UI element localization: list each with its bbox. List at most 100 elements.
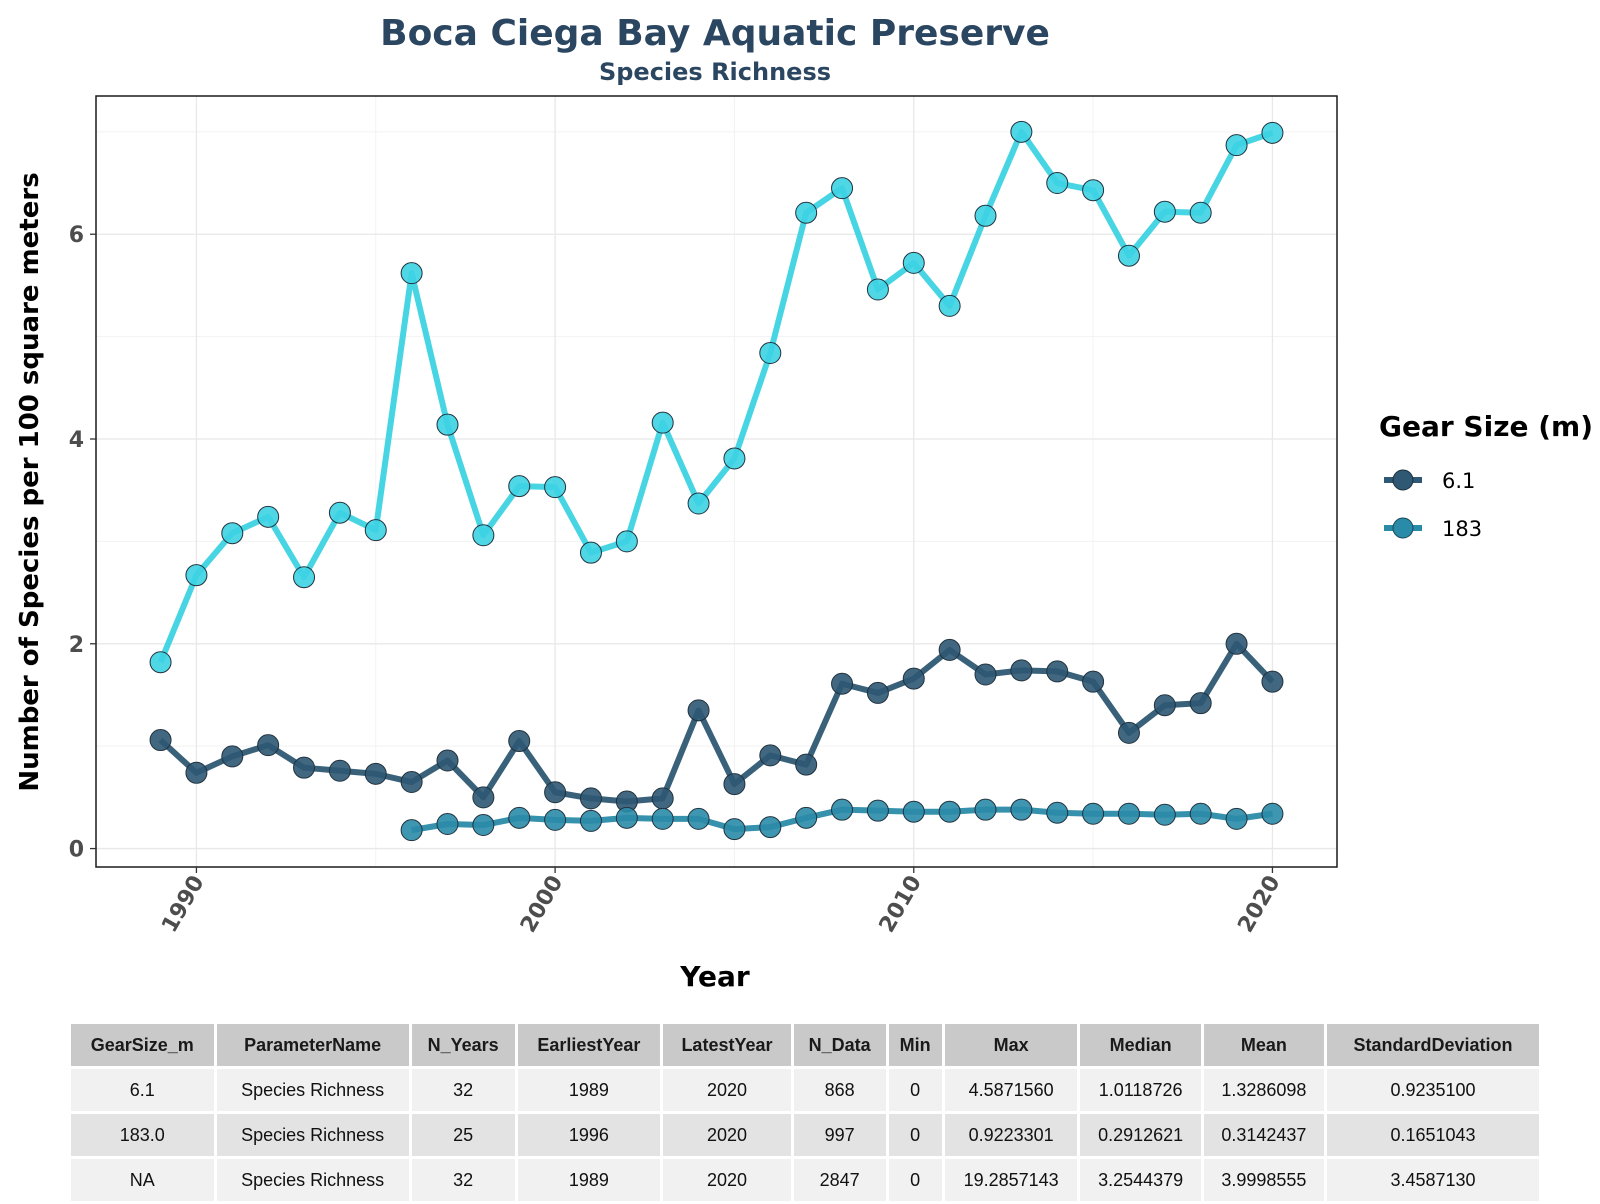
data-point: [544, 781, 567, 804]
data-point: [472, 814, 495, 837]
table-cell: 0.1651043: [1327, 1114, 1539, 1156]
x-tick-label: 1990: [157, 872, 209, 938]
data-point: [1153, 803, 1176, 826]
data-point: [866, 278, 889, 301]
table-header-cell: GearSize_m: [71, 1024, 214, 1066]
data-point: [257, 505, 280, 528]
table-cell: 25: [411, 1114, 515, 1156]
data-point: [759, 342, 782, 364]
table-row: 183.0 Species Richness 25 1996 2020 997 0 0.922…: [71, 1114, 1539, 1156]
data-point: [615, 806, 638, 829]
x-tick-label: 2010: [875, 872, 927, 938]
table-header-cell: LatestYear: [663, 1024, 791, 1066]
table-cell: 1.0118726: [1080, 1069, 1201, 1111]
legend-dot-183: [1392, 517, 1414, 539]
table-header-row: GearSize_m ParameterName N_Years EarliestYe…: [71, 1024, 1539, 1066]
table-cell: 2020: [663, 1069, 791, 1111]
table-header-cell: Mean: [1203, 1024, 1325, 1066]
data-point: [1261, 802, 1284, 825]
data-point: [687, 492, 710, 515]
table-cell: 2020: [663, 1159, 791, 1201]
data-point: [795, 201, 818, 224]
data-point: [974, 798, 997, 821]
data-point: [723, 773, 746, 796]
table-cell: NA: [71, 1159, 214, 1201]
y-tick-label: 4: [69, 428, 84, 453]
data-point: [974, 204, 997, 227]
data-point: [938, 638, 961, 661]
legend-key-6-1: 6.1: [1384, 469, 1475, 493]
data-point: [1189, 692, 1212, 715]
data-point: [364, 762, 387, 785]
y-tick-label: 2: [69, 633, 84, 658]
summary-stats-table: GearSize_m ParameterName N_Years EarliestYe…: [68, 1021, 1542, 1204]
data-point: [185, 564, 208, 587]
legend-key-183: 183: [1384, 517, 1482, 541]
data-point: [723, 818, 746, 841]
data-point: [1046, 801, 1069, 824]
table-header-cell: Min: [888, 1024, 942, 1066]
data-point: [1082, 670, 1105, 693]
table-header-cell: StandardDeviation: [1327, 1024, 1539, 1066]
data-point: [831, 798, 854, 821]
plot-border: [95, 95, 1338, 868]
data-point: [1046, 660, 1069, 683]
table-cell: 0: [888, 1069, 942, 1111]
data-point: [1189, 201, 1212, 224]
table-cell: 1996: [517, 1114, 661, 1156]
data-point: [1082, 179, 1105, 202]
legend-label-183: 183: [1442, 517, 1482, 541]
y-tick-label: 6: [69, 223, 84, 248]
legend-dot-6-1: [1392, 469, 1414, 491]
data-point: [508, 806, 531, 829]
data-point: [328, 501, 351, 524]
data-point: [149, 651, 172, 674]
data-point: [902, 667, 925, 690]
x-tick-label: 2020: [1233, 872, 1285, 938]
x-axis-title: Year: [679, 960, 750, 993]
plot-panel: 0 2 4 6 1990 2000 2010 2020: [69, 95, 1338, 938]
table-cell: 3.9998555: [1203, 1159, 1325, 1201]
table-cell: 32: [411, 1159, 515, 1201]
data-point: [687, 807, 710, 830]
species-richness-chart: Boca Ciega Bay Aquatic Preserve Species …: [15, 13, 1593, 993]
data-point: [1010, 120, 1033, 143]
legend-label-6-1: 6.1: [1442, 469, 1475, 493]
table-cell: 0: [888, 1159, 942, 1201]
data-point: [938, 294, 961, 317]
table-header-cell: Median: [1080, 1024, 1201, 1066]
data-point: [1117, 721, 1140, 744]
data-point: [1225, 632, 1248, 655]
data-point: [1261, 121, 1284, 144]
table-row: 6.1 Species Richness 32 1989 2020 868 0 4.58715…: [71, 1069, 1539, 1111]
data-point: [1117, 802, 1140, 825]
data-point: [579, 787, 602, 810]
data-point: [472, 524, 495, 547]
data-point: [1010, 659, 1033, 682]
data-point: [795, 753, 818, 776]
data-point: [436, 413, 459, 436]
y-tick-label: 0: [69, 838, 84, 863]
data-point: [508, 730, 531, 753]
data-point: [866, 799, 889, 822]
data-point: [687, 699, 710, 722]
table-cell: 1989: [517, 1069, 661, 1111]
data-point: [651, 411, 674, 434]
table-cell: 0: [888, 1114, 942, 1156]
data-point: [508, 475, 531, 498]
data-point: [651, 807, 674, 830]
data-point: [185, 761, 208, 784]
data-point: [436, 749, 459, 772]
data-point: [257, 734, 280, 757]
data-point: [579, 541, 602, 564]
data-point: [436, 812, 459, 835]
table-cell: 4.5871560: [944, 1069, 1078, 1111]
y-axis-title: Number of Species per 100 square meters: [15, 172, 45, 791]
data-point: [795, 806, 818, 829]
table-header-cell: EarliestYear: [517, 1024, 661, 1066]
table-cell: 997: [793, 1114, 886, 1156]
table-cell: 0.9235100: [1327, 1069, 1539, 1111]
data-point: [615, 530, 638, 553]
chart-title: Boca Ciega Bay Aquatic Preserve: [380, 13, 1050, 54]
data-point: [1082, 802, 1105, 825]
